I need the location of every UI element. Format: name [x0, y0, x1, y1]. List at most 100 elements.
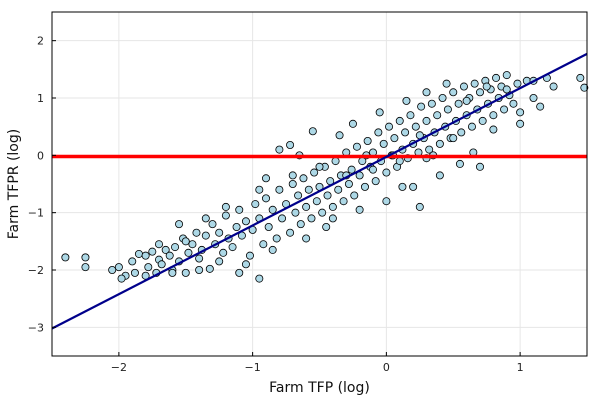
data-point: [108, 265, 117, 274]
data-point: [181, 237, 190, 246]
data-point: [395, 116, 404, 125]
data-point: [128, 257, 137, 266]
data-point: [296, 220, 305, 229]
data-point: [516, 119, 525, 128]
data-point: [470, 79, 479, 88]
data-point: [307, 214, 316, 223]
data-point: [347, 165, 356, 174]
data-point: [318, 208, 327, 217]
data-point: [310, 168, 319, 177]
data-point: [382, 168, 391, 177]
data-point: [576, 73, 585, 82]
scatter-points: [61, 71, 589, 283]
data-point: [457, 128, 466, 137]
data-point: [536, 102, 545, 111]
data-point: [360, 182, 369, 191]
data-point: [443, 105, 452, 114]
y-tick-label: −2: [28, 264, 44, 277]
data-point: [208, 220, 217, 229]
data-point: [363, 136, 372, 145]
data-point: [492, 73, 501, 82]
data-point: [549, 82, 558, 91]
data-point: [409, 182, 418, 191]
data-point: [219, 248, 228, 257]
data-point: [374, 128, 383, 137]
data-point: [482, 82, 491, 91]
data-point: [168, 268, 177, 277]
data-point: [228, 243, 237, 252]
data-point: [459, 82, 468, 91]
data-point: [288, 171, 297, 180]
data-point: [433, 111, 442, 120]
data-point: [379, 139, 388, 148]
data-point: [221, 202, 230, 211]
data-point: [355, 205, 364, 214]
data-point: [415, 202, 424, 211]
data-point: [339, 197, 348, 206]
y-tick-label: 2: [37, 35, 44, 48]
data-point: [215, 228, 224, 237]
x-tick-label: 0: [383, 361, 390, 374]
data-point: [475, 88, 484, 97]
data-point: [264, 222, 273, 231]
data-point: [323, 191, 332, 200]
data-point: [322, 222, 331, 231]
data-point: [275, 145, 284, 154]
data-point: [328, 202, 337, 211]
data-point: [61, 253, 70, 262]
data-point: [235, 205, 244, 214]
data-point: [422, 116, 431, 125]
data-point: [344, 179, 353, 188]
tick-marks: [52, 40, 521, 356]
data-point: [390, 134, 399, 143]
data-point: [475, 162, 484, 171]
data-point: [425, 145, 434, 154]
data-point: [449, 134, 458, 143]
data-point: [513, 79, 522, 88]
data-point: [251, 200, 260, 209]
data-point: [134, 249, 143, 258]
data-point: [278, 214, 287, 223]
data-point: [268, 245, 277, 254]
data-point: [500, 105, 509, 114]
data-point: [375, 108, 384, 117]
data-point: [509, 99, 518, 108]
x-tick-label: 1: [517, 361, 524, 374]
data-point: [398, 182, 407, 191]
data-point: [81, 253, 90, 262]
data-point: [175, 220, 184, 229]
data-point: [385, 122, 394, 131]
data-point: [144, 263, 153, 272]
data-point: [302, 202, 311, 211]
data-point: [235, 268, 244, 277]
data-point: [241, 217, 250, 226]
y-axis-title: Farm TFPR (log): [6, 129, 22, 239]
data-point: [141, 251, 150, 260]
data-point: [154, 240, 163, 249]
data-point: [255, 274, 264, 283]
data-point: [371, 177, 380, 186]
data-point: [114, 263, 123, 272]
data-point: [286, 228, 295, 237]
y-tick-labels: −3 −2 −1 0 1 2: [28, 35, 44, 335]
data-point: [192, 228, 201, 237]
data-point: [454, 99, 463, 108]
data-point: [261, 194, 270, 203]
x-axis-title: Farm TFP (log): [269, 380, 370, 396]
data-point: [261, 174, 270, 183]
data-point: [489, 111, 498, 120]
data-point: [402, 96, 411, 105]
data-point: [81, 263, 90, 272]
data-point: [201, 214, 210, 223]
data-point: [395, 157, 404, 166]
data-point: [516, 108, 525, 117]
data-point: [334, 185, 343, 194]
data-point: [272, 234, 281, 243]
data-point: [245, 251, 254, 260]
data-point: [442, 79, 451, 88]
data-point: [580, 83, 589, 92]
x-tick-label: −2: [111, 361, 127, 374]
x-tick-label: −1: [245, 361, 261, 374]
plot-frame: [51, 11, 588, 357]
